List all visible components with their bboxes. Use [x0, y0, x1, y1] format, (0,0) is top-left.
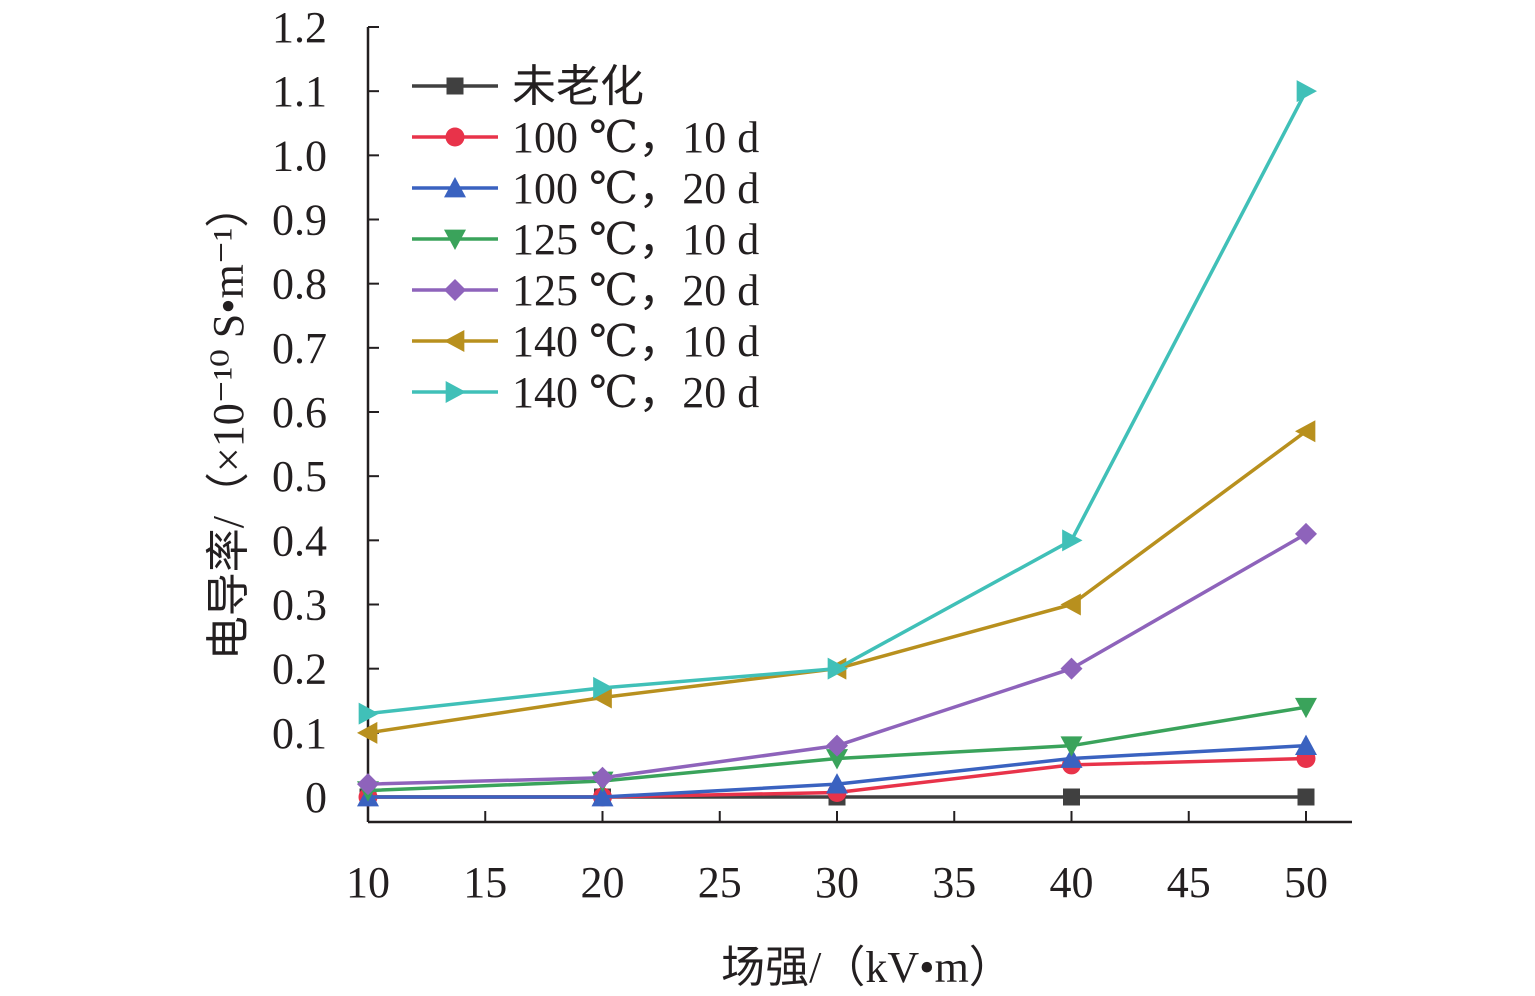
legend-item: 100 ℃，20 d	[412, 164, 759, 213]
data-point	[1295, 697, 1317, 719]
data-point	[593, 676, 614, 699]
data-point	[1296, 80, 1317, 103]
data-point	[1297, 788, 1315, 806]
legend-marker	[445, 381, 466, 403]
data-point	[827, 657, 848, 680]
x-tick-label: 30	[815, 858, 859, 907]
data-point	[826, 734, 848, 757]
data-point	[357, 721, 378, 744]
x-axis-title: 场强/（kV•m）	[721, 943, 1013, 992]
series-5	[357, 420, 1316, 744]
legend-item: 140 ℃，10 d	[412, 317, 759, 366]
legend-label: 未老化	[512, 62, 644, 111]
data-point	[1295, 420, 1316, 443]
x-tick-label: 15	[463, 858, 507, 907]
x-tick-label: 50	[1284, 858, 1328, 907]
legend-marker	[445, 127, 465, 147]
data-point	[591, 786, 614, 807]
data-point	[1295, 522, 1317, 545]
data-point	[1060, 736, 1083, 757]
y-tick-label: 1.0	[272, 131, 327, 180]
legend-label: 100 ℃，20 d	[512, 164, 759, 213]
x-tick-label: 20	[581, 858, 625, 907]
y-tick-label: 0.8	[272, 260, 327, 309]
data-point	[1063, 788, 1080, 806]
legend-item: 未老化	[412, 62, 644, 111]
y-tick-label: 0.5	[272, 452, 327, 501]
x-tick-label: 40	[1050, 858, 1094, 907]
y-tick-label: 0.7	[272, 324, 327, 373]
legend-item: 100 ℃，10 d	[412, 113, 759, 162]
axes: 0 0.1 0.2 0.3 0.4 0.5 0.6 0.7 0.8 0.9 1.0 1.1 1.2 10 1…	[272, 3, 1352, 907]
y-tick-label: 0.6	[272, 388, 327, 437]
x-tick-label: 35	[932, 858, 976, 907]
data-point	[1060, 593, 1081, 616]
y-axis-title: 电导率/（×10⁻¹⁰ S•m⁻¹）	[204, 184, 253, 661]
y-tick-label: 0.9	[272, 196, 327, 245]
data-point	[357, 773, 379, 796]
legend-label: 100 ℃，10 d	[512, 113, 759, 162]
y-tick-label: 0.1	[272, 709, 327, 758]
legend-marker	[446, 77, 464, 95]
data-point	[358, 702, 379, 725]
y-tick-label: 0.3	[272, 581, 327, 630]
y-tick-label: 0	[305, 773, 327, 822]
data-point	[591, 766, 614, 789]
data-point	[1295, 734, 1317, 756]
series-line	[367, 90, 1308, 716]
x-tick-label: 25	[698, 858, 742, 907]
legend-label: 140 ℃，10 d	[512, 317, 759, 366]
legend-marker	[444, 177, 466, 198]
y-tick-label: 0.2	[272, 645, 327, 694]
legend-label: 125 ℃，20 d	[512, 266, 759, 315]
legend-label: 125 ℃，10 d	[512, 215, 759, 264]
legend-marker	[444, 229, 466, 250]
y-tick-label: 1.1	[272, 67, 327, 116]
data-point	[1060, 747, 1083, 768]
series-line	[367, 429, 1308, 735]
y-tick-label: 0.4	[272, 516, 327, 565]
legend-marker	[444, 330, 465, 352]
data-point	[1060, 657, 1083, 680]
legend-marker	[444, 279, 466, 301]
data-point	[826, 749, 848, 770]
data-point	[591, 686, 612, 709]
legend-item: 125 ℃，10 d	[412, 215, 759, 264]
series-4	[357, 522, 1317, 796]
x-tick-label: 10	[346, 858, 390, 907]
x-tick-label: 45	[1167, 858, 1211, 907]
series-6	[358, 80, 1317, 725]
data-point	[826, 773, 848, 794]
y-tick-label: 1.2	[272, 3, 327, 52]
data-point	[1062, 529, 1083, 552]
legend-item: 125 ℃，20 d	[412, 266, 759, 315]
legend-label: 140 ℃，20 d	[512, 368, 759, 417]
legend-item: 140 ℃，20 d	[412, 368, 759, 417]
series-group	[357, 80, 1317, 807]
